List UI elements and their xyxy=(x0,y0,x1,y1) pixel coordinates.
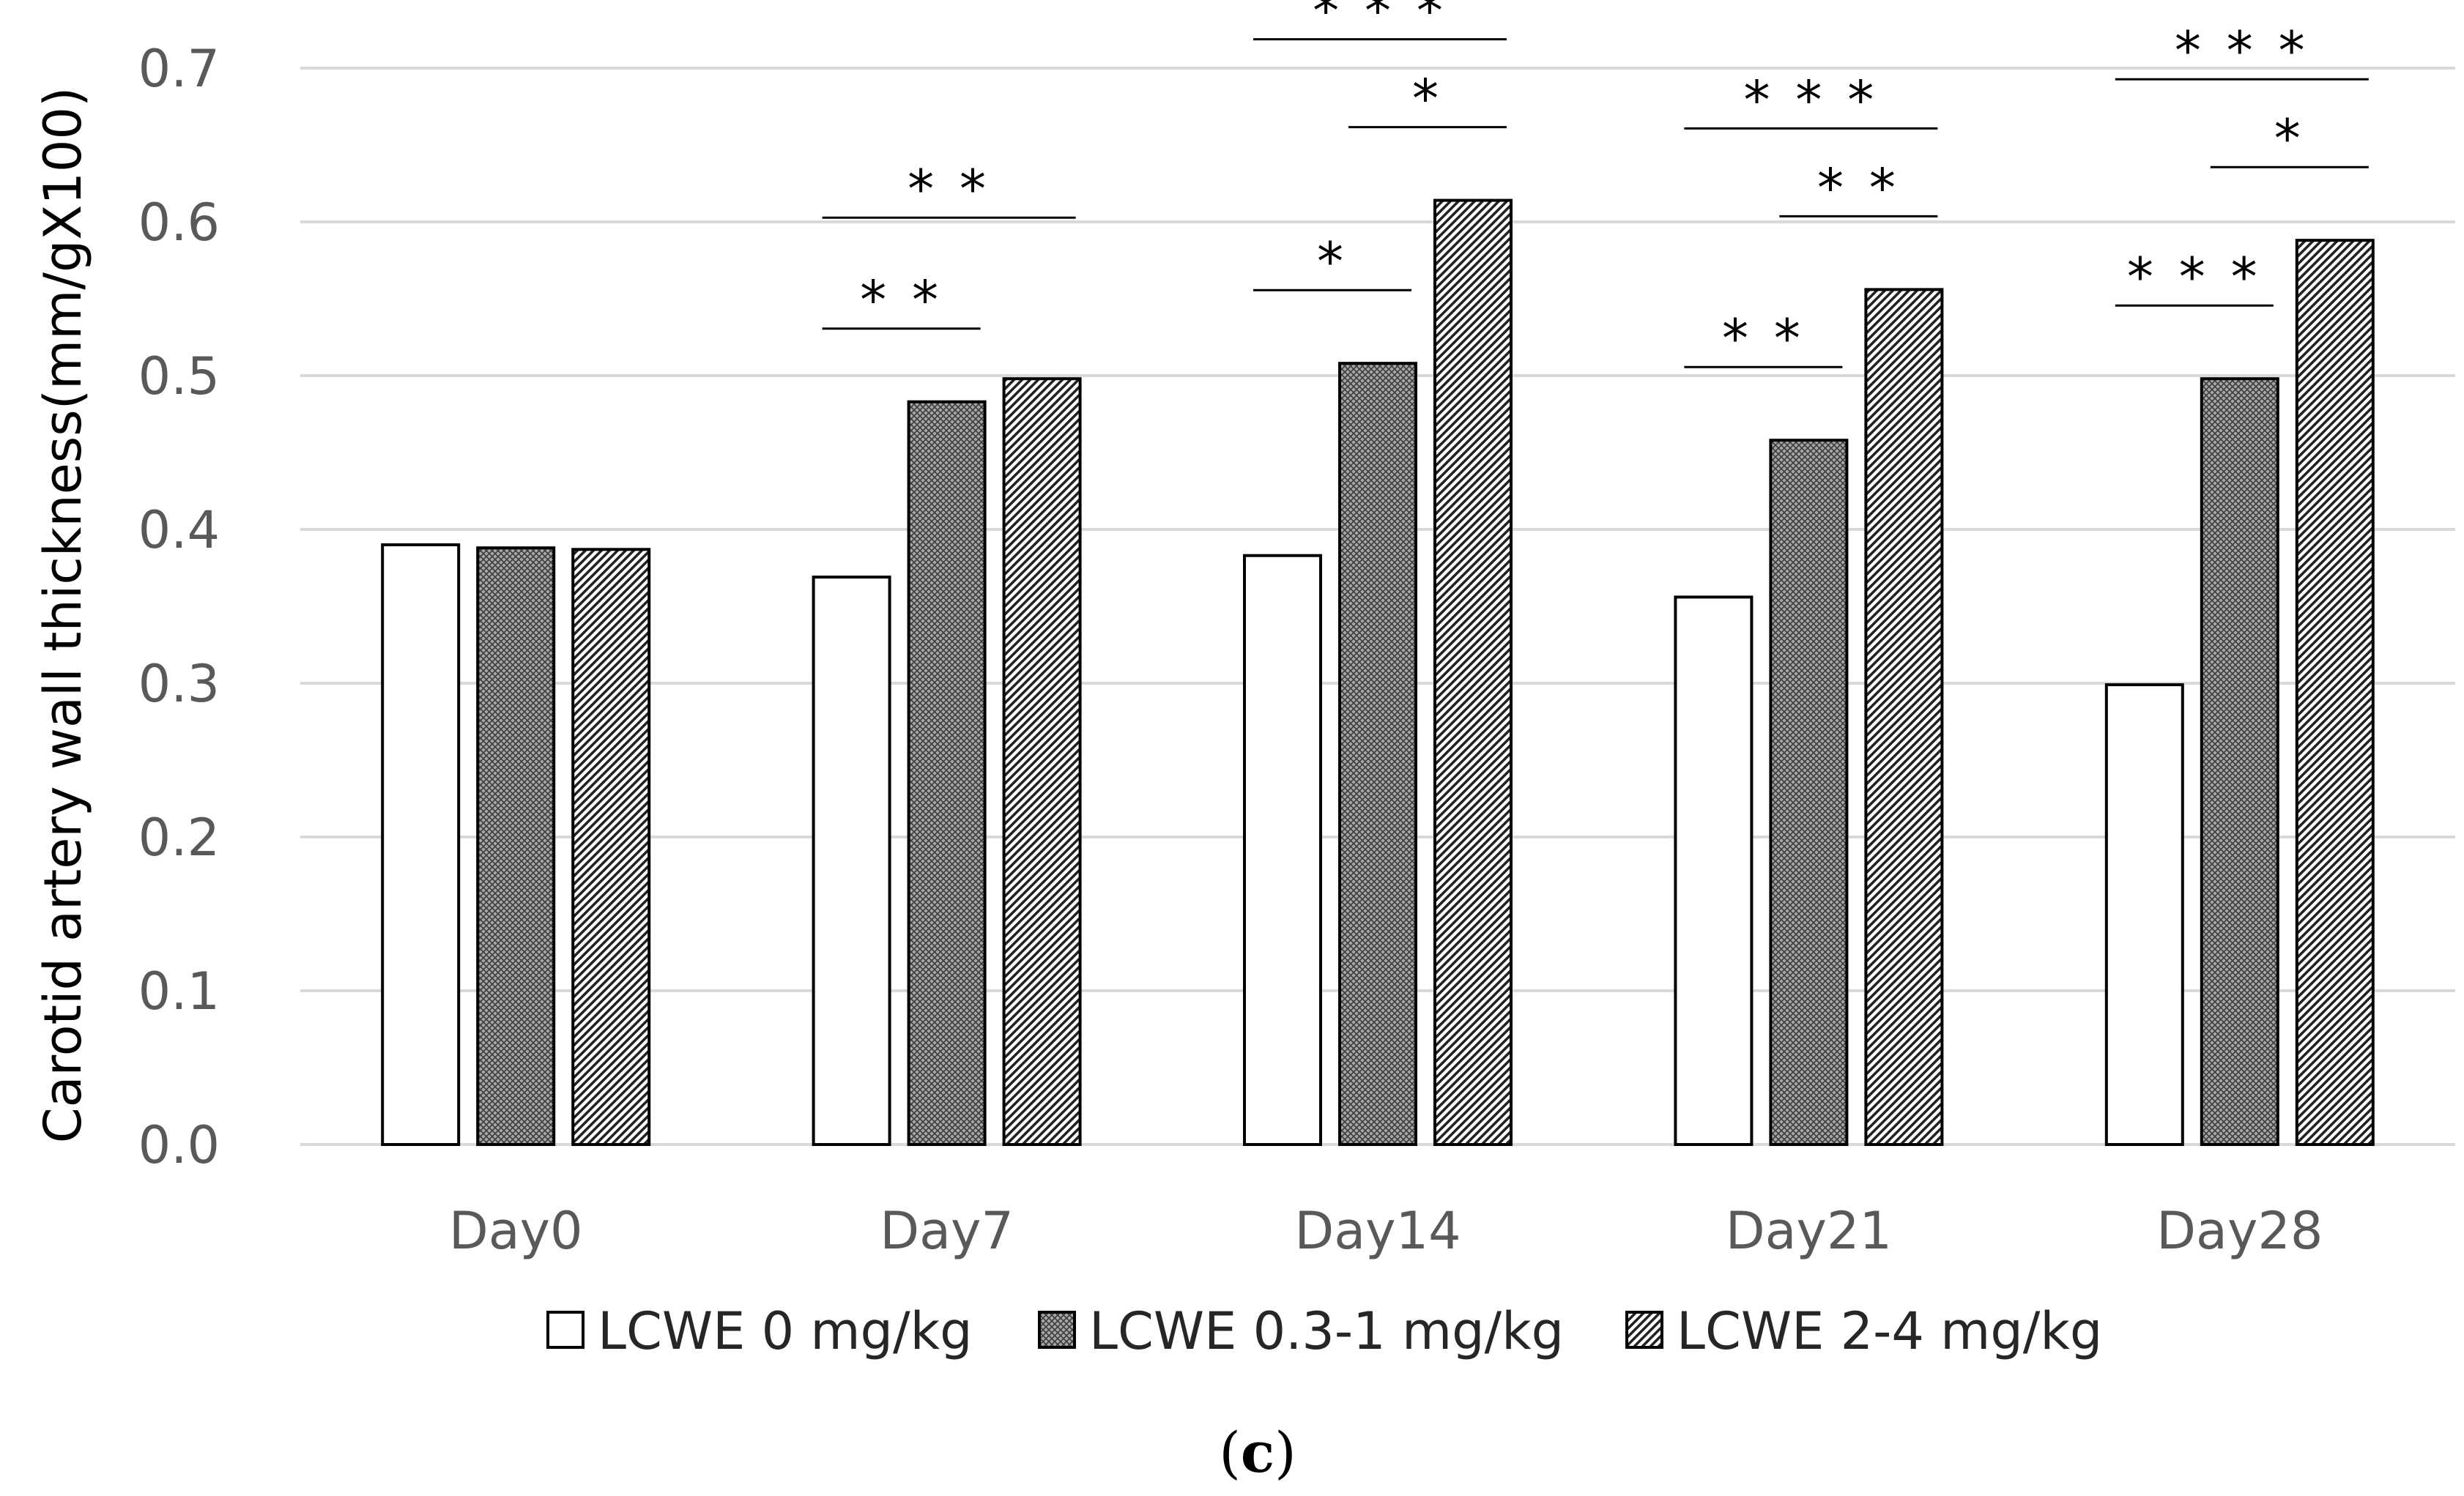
y-tick-label: 0.2 xyxy=(138,808,220,868)
figure-caption: (c) xyxy=(1219,1420,1296,1485)
caption-close: ) xyxy=(1274,1420,1296,1485)
bar xyxy=(907,400,987,1146)
y-axis-label: Carotid artery wall thickness(mm/gX100) xyxy=(33,87,93,1144)
bar xyxy=(1864,288,1944,1146)
significance-marker: * xyxy=(1317,231,1348,292)
y-tick-label: 0.4 xyxy=(138,500,220,560)
caption-open: ( xyxy=(1219,1420,1241,1485)
y-tick-label: 0.1 xyxy=(138,961,220,1021)
significance-marker: * * xyxy=(1817,157,1900,218)
y-tick-label: 0.3 xyxy=(138,654,220,714)
y-tick-label: 0.7 xyxy=(138,39,220,99)
bar xyxy=(571,548,651,1146)
legend-swatch xyxy=(1625,1311,1663,1349)
significance-marker: * * * xyxy=(1744,69,1879,130)
bar xyxy=(1002,377,1082,1147)
bar xyxy=(1243,554,1322,1146)
y-tick-label: 0.5 xyxy=(138,346,220,406)
x-axis-category-labels: Day0 Day7 Day14 Day21 Day28 xyxy=(449,1201,2323,1261)
bar xyxy=(2200,377,2279,1147)
bar xyxy=(1674,595,1754,1146)
significance-marker: * * xyxy=(1722,308,1805,369)
bar xyxy=(812,576,891,1146)
significance-marker: * * * xyxy=(2175,20,2309,81)
bar xyxy=(2104,683,2184,1146)
significance-marker: * xyxy=(2274,108,2305,169)
bar xyxy=(476,546,556,1146)
bar xyxy=(1433,198,1513,1147)
bar xyxy=(1769,439,1849,1146)
bar xyxy=(1338,362,1417,1147)
bars xyxy=(381,198,2375,1147)
legend-swatch xyxy=(1038,1311,1076,1349)
significance-marker: * * * xyxy=(2127,246,2262,308)
x-category-label: Day7 xyxy=(880,1201,1014,1261)
legend: LCWE 0 mg/kg LCWE 0.3-1 mg/kg LCWE 2-4 mg/… xyxy=(546,1301,2102,1361)
y-axis-tick-labels: 0.0 0.1 0.2 0.3 0.4 0.5 0.6 0.7 xyxy=(138,39,220,1175)
legend-swatch xyxy=(546,1311,585,1349)
caption-letter: c xyxy=(1241,1420,1274,1485)
significance-marker: * * xyxy=(908,158,990,220)
legend-label: LCWE 0 mg/kg xyxy=(598,1301,973,1361)
significance-marker: * * * xyxy=(1313,0,1447,42)
x-category-label: Day21 xyxy=(1726,1201,1892,1261)
legend-label: LCWE 0.3-1 mg/kg xyxy=(1089,1301,1564,1361)
x-category-label: Day0 xyxy=(449,1201,583,1261)
legend-label: LCWE 2-4 mg/kg xyxy=(1677,1301,2102,1361)
bar xyxy=(381,543,461,1146)
x-category-label: Day28 xyxy=(2156,1201,2323,1261)
significance-marker: * * xyxy=(860,269,943,331)
significance-marker: * xyxy=(1412,68,1443,130)
bar xyxy=(2295,239,2375,1147)
y-tick-label: 0.6 xyxy=(138,193,220,253)
significance-brackets: * * * * * * * * * * * * * * * * * * * * * * * xyxy=(822,0,2369,369)
y-tick-label: 0.0 xyxy=(138,1115,220,1175)
x-category-label: Day14 xyxy=(1294,1201,1461,1261)
